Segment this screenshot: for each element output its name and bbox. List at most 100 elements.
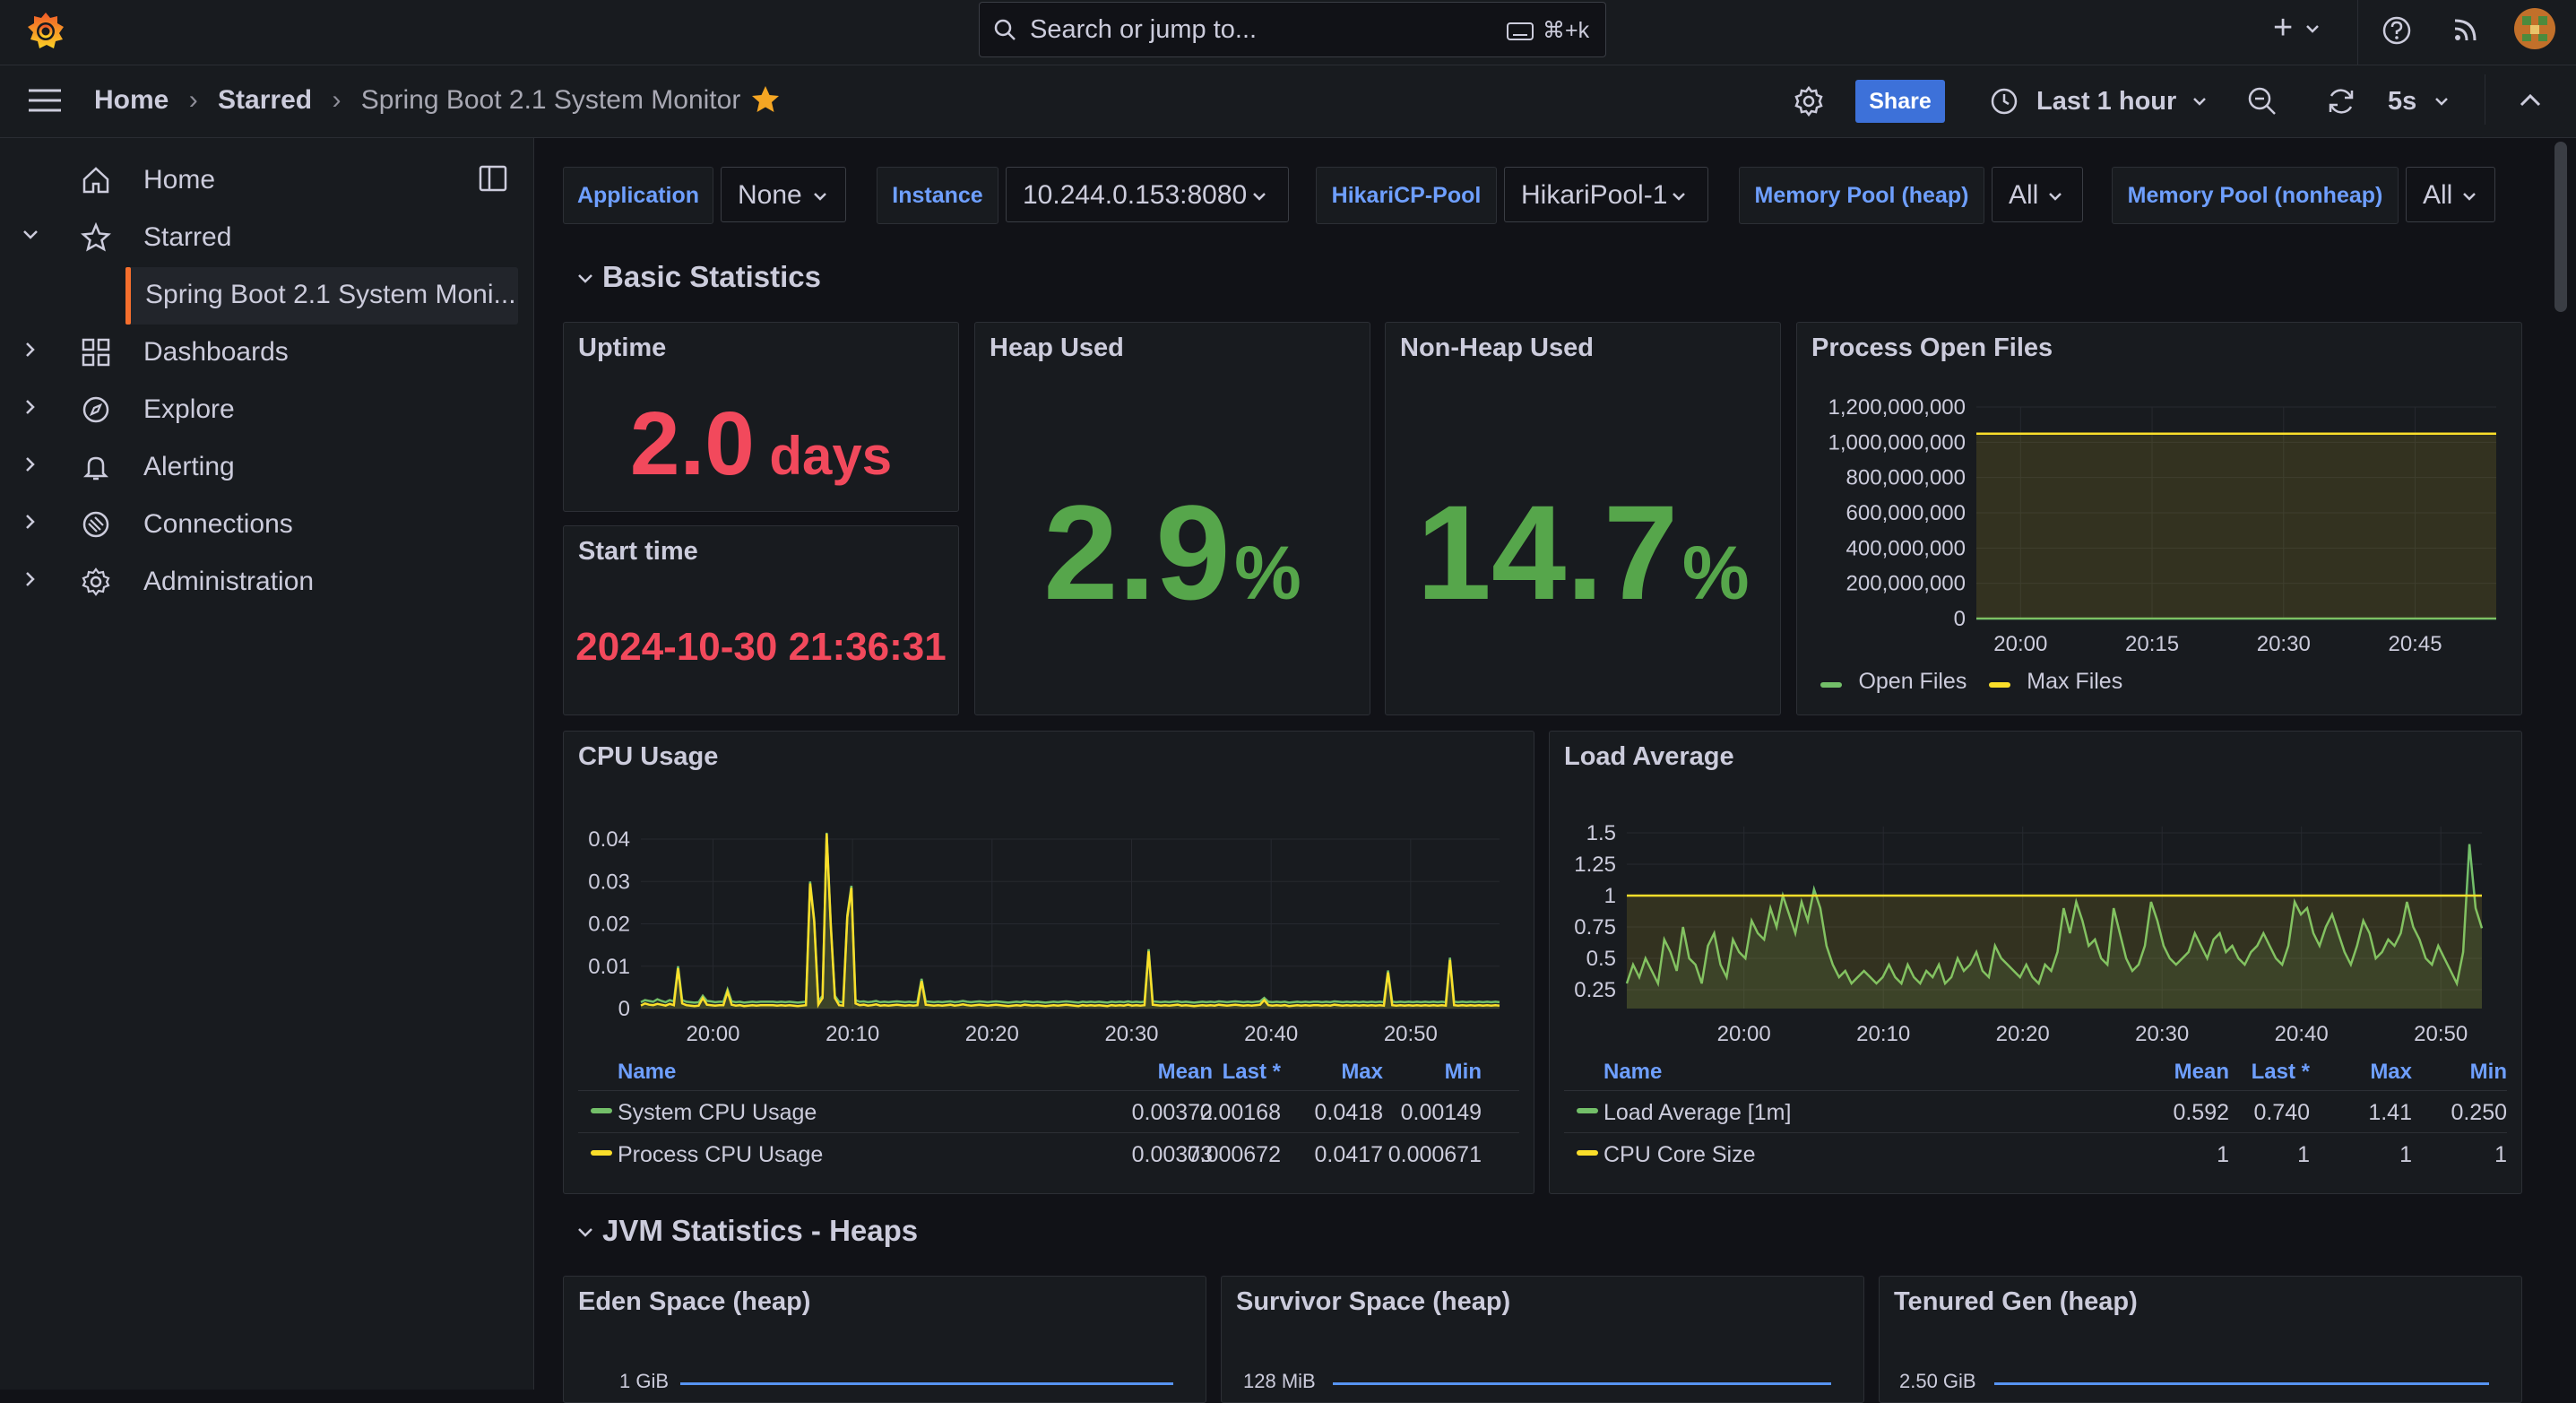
new-menu-button[interactable]: +: [2269, 9, 2327, 47]
legend-item[interactable]: Max Files: [2027, 669, 2123, 694]
sidebar-item-explore[interactable]: Explore: [0, 382, 533, 439]
panel-eden-space-heap[interactable]: Eden Space (heap) 1 GiB: [563, 1276, 1206, 1403]
panel-tenured-gen-heap[interactable]: Tenured Gen (heap) 2.50 GiB: [1879, 1276, 2522, 1403]
dock-menu-icon[interactable]: [479, 165, 507, 192]
panel-load-average[interactable]: Load Average 1.5 1.25 1 0.75 0.5 0.25 20:00 20:…: [1549, 731, 2522, 1194]
chevron-right-icon[interactable]: [20, 396, 41, 418]
chevron-right-icon[interactable]: [20, 339, 41, 360]
legend-row[interactable]: Load Average [1m] 0.592 0.740 1.41 0.250: [1564, 1091, 2507, 1133]
legend-header-min[interactable]: Min: [1444, 1060, 1482, 1084]
divider: [2357, 0, 2358, 65]
variable-select-instance[interactable]: 10.244.0.153:8080: [1006, 167, 1289, 222]
chevron-up-icon[interactable]: [2519, 92, 2542, 108]
row-title: JVM Statistics - Heaps: [602, 1214, 919, 1247]
legend-header-min[interactable]: Min: [2469, 1060, 2507, 1084]
sidebar-item-home[interactable]: Home: [0, 152, 533, 210]
menu-icon[interactable]: [27, 87, 63, 114]
help-icon[interactable]: [2381, 14, 2413, 47]
y-tick-label: 1.5: [1586, 821, 1616, 845]
y-tick-label: 0.75: [1574, 915, 1616, 940]
plus-icon: +: [2273, 9, 2294, 47]
panel-process-open-files[interactable]: Process Open Files 1,200,000,000 1,000,00…: [1796, 322, 2522, 715]
chevron-right-icon[interactable]: [20, 568, 41, 590]
sidebar-item-label: Home: [143, 165, 216, 195]
variable-select-memory-pool-heap[interactable]: All: [1992, 167, 2083, 222]
chevron-right-icon: ›: [188, 85, 198, 115]
share-button[interactable]: Share: [1855, 80, 1945, 123]
legend-header-last[interactable]: Last *: [2251, 1060, 2310, 1084]
variable-select-memory-pool-nonheap[interactable]: All: [2406, 167, 2495, 222]
panel-title: Uptime: [578, 333, 667, 362]
breadcrumb: Home › Starred › Spring Boot 2.1 System …: [94, 85, 740, 121]
variable-select-application[interactable]: None: [721, 167, 846, 222]
panel-title: CPU Usage: [578, 742, 719, 771]
legend-series-name: Process CPU Usage: [618, 1142, 824, 1167]
news-rss-icon[interactable]: [2451, 14, 2481, 45]
sidebar-item-connections[interactable]: Connections: [0, 497, 533, 554]
legend-max: 1: [2399, 1142, 2412, 1167]
stat-number: 14.7: [1416, 477, 1679, 628]
legend-series-name: CPU Core Size: [1604, 1142, 1756, 1167]
series-area: [1627, 896, 2482, 1009]
apps-icon: [82, 338, 110, 367]
avatar[interactable]: [2513, 7, 2556, 50]
page-scrollbar[interactable]: [2554, 138, 2569, 1390]
legend-header-name[interactable]: Name: [1604, 1060, 1663, 1084]
y-tick-label: 0.04: [588, 827, 630, 852]
legend-header-mean[interactable]: Mean: [1157, 1060, 1213, 1084]
series-area: [641, 833, 1500, 1009]
sidebar-item-dashboards[interactable]: Dashboards: [0, 325, 533, 382]
breadcrumb-starred[interactable]: Starred: [218, 85, 313, 115]
time-range-picker[interactable]: Last 1 hour: [1990, 80, 2259, 123]
legend-header-name[interactable]: Name: [618, 1060, 677, 1084]
top-bar: Search or jump to... ⌘+k +: [0, 0, 2576, 65]
legend-swatch: [1820, 681, 1842, 688]
refresh-icon[interactable]: [2325, 85, 2357, 117]
scrollbar-thumb[interactable]: [2554, 142, 2567, 312]
sidebar-item-label: Administration: [143, 567, 315, 596]
breadcrumb-home[interactable]: Home: [94, 85, 169, 115]
legend-header-max[interactable]: Max: [1341, 1060, 1383, 1084]
row-title: Basic Statistics: [602, 260, 821, 293]
series-area: [1976, 433, 2496, 619]
legend-row[interactable]: System CPU Usage 0.00372 0.00168 0.0418 …: [578, 1091, 1519, 1133]
panel-start-time[interactable]: Start time 2024-10-30 21:36:31: [563, 525, 959, 715]
sidebar-item-alerting[interactable]: Alerting: [0, 439, 533, 497]
chevron-right-icon[interactable]: [20, 511, 41, 533]
series-line: [680, 1382, 1173, 1385]
legend-header-last[interactable]: Last *: [1222, 1060, 1281, 1084]
stat-unit: %: [1681, 531, 1750, 615]
chevron-right-icon: ›: [332, 85, 341, 115]
variable-select-hikaricp-pool[interactable]: HikariPool-1: [1504, 167, 1708, 222]
refresh-interval-picker[interactable]: 5s: [2388, 80, 2459, 123]
star-icon[interactable]: [749, 83, 782, 116]
legend-row[interactable]: CPU Core Size 1 1 1 1: [1564, 1133, 2507, 1174]
y-tick-label: 2.50 GiB: [1899, 1370, 1976, 1392]
panel-survivor-space-heap[interactable]: Survivor Space (heap) 128 MiB: [1221, 1276, 1864, 1403]
chart-legend: Open Files Max Files: [1820, 669, 2122, 695]
chevron-right-icon[interactable]: [20, 454, 41, 475]
legend-row[interactable]: Process CPU Usage 0.00373 0.000672 0.041…: [578, 1133, 1519, 1174]
chevron-down-icon[interactable]: [20, 224, 41, 246]
legend-item[interactable]: Open Files: [1858, 669, 1967, 694]
stat-value: 2.0 days: [564, 393, 958, 496]
legend-header-mean[interactable]: Mean: [2174, 1060, 2229, 1084]
dashboard-nav-bar: Home › Starred › Spring Boot 2.1 System …: [0, 65, 2576, 138]
panel-heap-used[interactable]: Heap Used 2.9 %: [974, 322, 1370, 715]
legend-swatch: [1577, 1150, 1598, 1156]
variable-label-memory-pool-heap: Memory Pool (heap): [1739, 167, 1984, 224]
legend-header-max[interactable]: Max: [2370, 1060, 2412, 1084]
legend-swatch: [1988, 681, 2010, 688]
search-input[interactable]: Search or jump to... ⌘+k: [979, 2, 1606, 57]
x-tick-label: 20:50: [1384, 1022, 1438, 1046]
panel-cpu-usage[interactable]: CPU Usage 0.04 0.03 0.02 0.01 0 20:00 20:10 20:…: [563, 731, 1534, 1194]
grafana-logo-icon[interactable]: [25, 9, 66, 52]
sidebar-item-spring-boot-dashboard[interactable]: Spring Boot 2.1 System Moni...: [125, 267, 518, 325]
sidebar-item-administration[interactable]: Administration: [0, 554, 533, 611]
panel-non-heap-used[interactable]: Non-Heap Used 14.7 %: [1385, 322, 1781, 715]
panel-uptime[interactable]: Uptime 2.0 days: [563, 322, 959, 512]
sidebar-item-starred[interactable]: Starred: [0, 210, 533, 267]
zoom-out-icon[interactable]: [2246, 85, 2278, 117]
y-tick-label: 600,000,000: [1846, 501, 1966, 525]
settings-gear-icon[interactable]: [1793, 85, 1825, 117]
